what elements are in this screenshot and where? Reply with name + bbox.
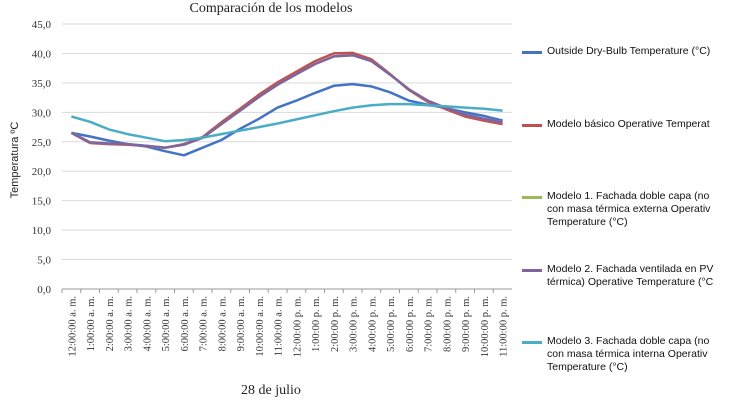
x-tick-label: 3:00:00 a. m.: [124, 296, 135, 351]
x-tick-label: 1:00:00 p. m.: [311, 296, 322, 352]
x-tick-label: 6:00:00 a. m.: [180, 296, 191, 351]
x-tick-label: 8:00:00 a. m.: [217, 296, 228, 351]
x-tick-label: 5:00:00 a. m.: [161, 296, 172, 351]
x-tick-label: 8:00:00 p. m.: [442, 296, 453, 352]
x-tick-label: 4:00:00 a. m.: [142, 296, 153, 351]
legend-swatch: [522, 51, 542, 54]
legend-label: Modelo 2. Fachada ventilada en PV térmica…: [547, 263, 714, 288]
legend-swatch: [522, 196, 542, 199]
x-tick-label: 6:00:00 p. m.: [405, 296, 416, 352]
x-tick-label: 4:00:00 p. m.: [367, 296, 378, 352]
y-tick-label: 20,0: [32, 166, 52, 178]
y-tick-label: 0,0: [37, 284, 51, 296]
x-tick-label: 11:00:00 a. m.: [274, 296, 285, 356]
chart-legend: Outside Dry-Bulb Temperature (°C) Modelo …: [522, 0, 736, 403]
x-tick-label: 2:00:00 a. m.: [105, 296, 116, 351]
legend-label: Modelo 3. Fachada doble capa (no con masa…: [547, 335, 710, 373]
legend-label: Modelo básico Operative Temperat: [547, 118, 710, 130]
line-chart: Comparación de los modelos Temperatura º…: [9, 1, 512, 398]
legend-swatch: [522, 124, 542, 127]
x-tick-label: 9:00:00 p. m.: [461, 296, 472, 352]
y-axis-label: Temperatura ºC: [9, 122, 21, 199]
x-axis-label: 28 de julio: [241, 383, 301, 398]
x-tick-label: 7:00:00 p. m.: [424, 296, 435, 352]
x-tick-label: 2:00:00 p. m.: [330, 296, 341, 352]
x-tick-label: 12:00:00 a. m.: [67, 296, 78, 357]
y-tick-label: 30,0: [32, 107, 52, 119]
series-line-4: [70, 53, 503, 149]
x-tick-label: 5:00:00 p. m.: [386, 296, 397, 352]
series-line-3: [70, 53, 503, 149]
x-tick-label: 3:00:00 p. m.: [349, 296, 360, 352]
y-tick-label: 25,0: [32, 137, 52, 149]
x-tick-label: 9:00:00 a. m.: [236, 296, 247, 351]
x-tick-label: 7:00:00 a. m.: [199, 296, 210, 351]
x-tick-label: 10:00:00 a. m.: [255, 296, 266, 357]
series-line-2: [70, 51, 503, 149]
y-tick-label: 15,0: [32, 196, 52, 208]
chart-title: Comparación de los modelos: [190, 1, 353, 16]
legend-swatch: [522, 341, 542, 344]
y-tick-label: 35,0: [32, 78, 52, 90]
y-tick-label: 5,0: [37, 255, 51, 267]
y-tick-label: 10,0: [32, 225, 52, 237]
x-tick-label: 12:00:00 p. m.: [292, 296, 303, 357]
y-tick-label: 45,0: [32, 19, 52, 31]
legend-label: Outside Dry-Bulb Temperature (°C): [547, 45, 711, 57]
series-line-5: [71, 102, 503, 143]
x-tick-label: 1:00:00 a. m.: [86, 296, 97, 351]
legend-label: Modelo 1. Fachada doble capa (no con masa…: [547, 190, 711, 228]
x-tick-label: 11:00:00 p. m.: [499, 296, 510, 357]
legend-swatch: [522, 269, 542, 272]
x-tick-label: 10:00:00 p. m.: [480, 296, 491, 357]
y-tick-label: 40,0: [32, 48, 52, 60]
